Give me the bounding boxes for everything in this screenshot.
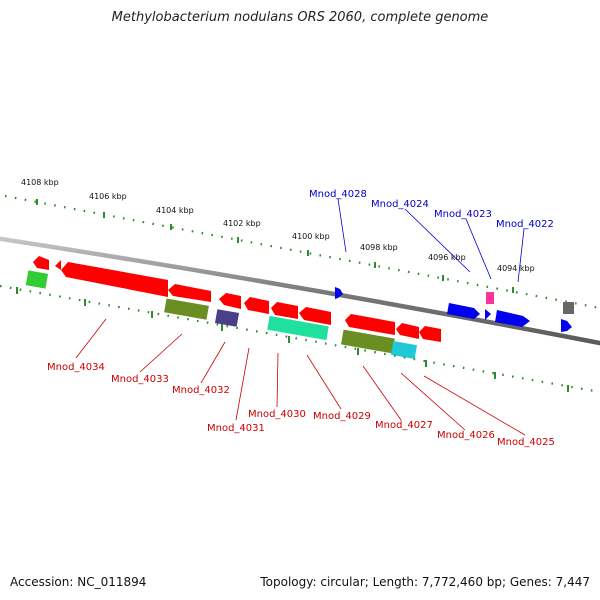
- feature-olive-mnod-4027[interactable]: [341, 329, 395, 354]
- scale-label: 4096 kbp: [428, 253, 466, 262]
- gene-reverse-left-small[interactable]: [33, 256, 49, 270]
- gene-label-reverse: Mnod_4033: [111, 374, 169, 385]
- gene-label-forward: Mnod_4028: [309, 189, 367, 200]
- gene-forward-mnod-4022[interactable]: [495, 310, 530, 327]
- leader-line: [517, 228, 525, 283]
- gene-reverse-mnod-4031[interactable]: [244, 297, 269, 314]
- gene-reverse-mnod-4033[interactable]: [168, 284, 211, 302]
- gene-forward-block[interactable]: [447, 303, 480, 319]
- leader-line: [400, 372, 466, 431]
- leader-line: [200, 341, 226, 384]
- gene-forward-gray[interactable]: [563, 302, 574, 314]
- gene-forward-small[interactable]: [561, 319, 572, 332]
- leader-line: [306, 354, 342, 410]
- scale-label: 4104 kbp: [156, 206, 194, 215]
- gene-label-reverse: Mnod_4034: [47, 362, 105, 373]
- scale-label: 4106 kbp: [89, 192, 127, 201]
- feature-green[interactable]: [25, 270, 49, 289]
- accession-label: Accession: NC_011894: [10, 575, 147, 589]
- gene-forward-mnod-4023[interactable]: [485, 309, 491, 320]
- lower-major-ticks: [16, 287, 569, 392]
- scale-label: 4094 kbp: [497, 264, 535, 273]
- gene-label-forward: Mnod_4022: [496, 219, 554, 230]
- leader-line: [337, 198, 347, 253]
- leader-line: [423, 375, 526, 436]
- genome-backbone: [0, 236, 600, 346]
- scale-label: 4108 kbp: [21, 178, 59, 187]
- gene-label-forward: Mnod_4023: [434, 209, 492, 220]
- gene-label-reverse: Mnod_4032: [172, 385, 230, 396]
- gene-reverse-mnod-4029[interactable]: [299, 307, 331, 325]
- gene-reverse-mnod-4026[interactable]: [396, 323, 419, 339]
- gene-forward-mnod-4024[interactable]: [486, 292, 494, 304]
- gene-forward-mnod-4028[interactable]: [335, 287, 343, 299]
- leader-line: [404, 208, 471, 273]
- gene-label-reverse: Mnod_4027: [375, 420, 433, 431]
- gene-label-reverse: Mnod_4030: [248, 409, 306, 420]
- gene-label-reverse: Mnod_4025: [497, 437, 555, 448]
- scale-label: 4098 kbp: [360, 243, 398, 252]
- feature-olive-mnod-4033[interactable]: [164, 298, 209, 320]
- gene-reverse-arrowhead[interactable]: [55, 260, 61, 270]
- scale-label: 4102 kbp: [223, 219, 261, 228]
- gene-label-reverse: Mnod_4026: [437, 430, 495, 441]
- leader-line: [276, 352, 279, 408]
- gene-label-reverse: Mnod_4029: [313, 411, 371, 422]
- map-title: Methylobacterium nodulans ORS 2060, comp…: [111, 10, 489, 25]
- gene-label-forward: Mnod_4024: [371, 199, 429, 210]
- lower-scale-dots: [0, 284, 600, 394]
- gene-reverse-mnod-4034[interactable]: [61, 262, 168, 297]
- gene-label-reverse: Mnod_4031: [207, 423, 265, 434]
- leader-line: [139, 333, 183, 373]
- leader-line: [362, 365, 402, 421]
- genome-summary-label: Topology: circular; Length: 7,772,460 bp…: [260, 575, 590, 589]
- scale-label: 4100 kbp: [292, 232, 330, 241]
- feature-aqua-mnod-4030[interactable]: [267, 315, 329, 341]
- feature-slate-mnod-4032[interactable]: [214, 309, 240, 327]
- leader-line: [235, 347, 250, 421]
- upper-major-ticks: [36, 199, 514, 293]
- leader-line: [75, 318, 107, 359]
- leader-line: [465, 218, 492, 280]
- gene-reverse-mnod-4025[interactable]: [419, 326, 441, 342]
- feature-cyan-mnod-4026[interactable]: [390, 341, 418, 359]
- gene-reverse-mnod-4032[interactable]: [219, 293, 241, 309]
- gene-reverse-mnod-4027[interactable]: [345, 314, 395, 335]
- gene-reverse-mnod-4030[interactable]: [271, 302, 298, 319]
